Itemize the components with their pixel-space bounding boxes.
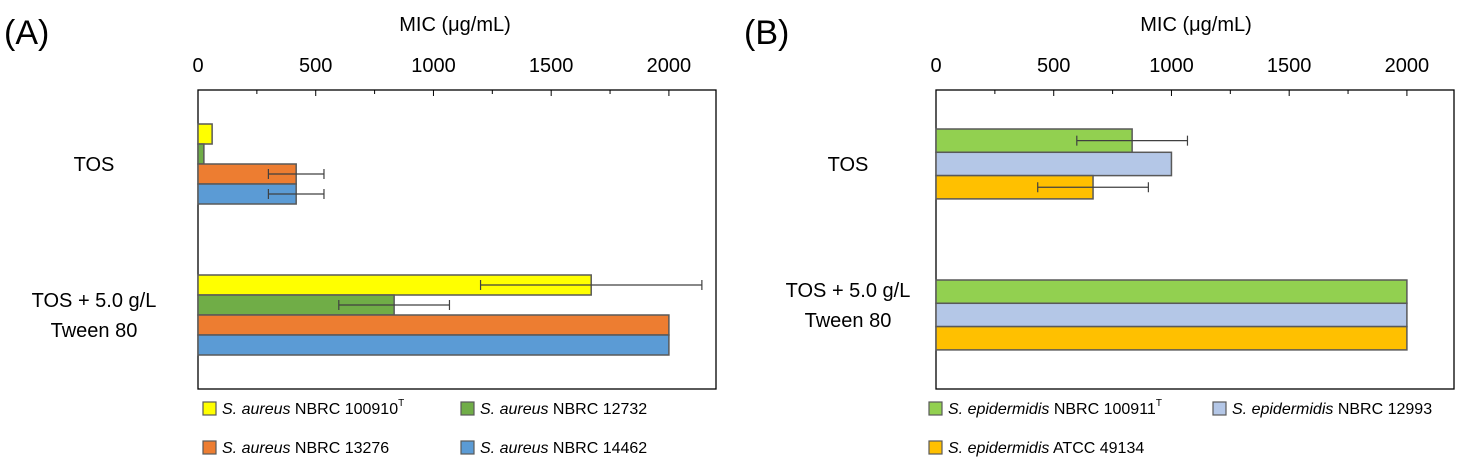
category-label: TOS <box>74 154 115 176</box>
legend-swatch <box>202 401 217 416</box>
legend-strain: NBRC 100911 <box>1049 401 1156 418</box>
x-tick-label: 2000 <box>1385 55 1430 77</box>
legend-strain: ATCC 49134 <box>1049 440 1144 457</box>
legend-superscript: T <box>1156 398 1162 409</box>
bar <box>197 123 213 145</box>
category-label: Tween 80 <box>51 320 138 342</box>
legend-species: S. aureus <box>222 401 290 418</box>
legend-strain: NBRC 13276 <box>290 440 389 457</box>
legend-swatch <box>460 440 475 455</box>
legend-item: S. epidermidis NBRC 12993 <box>1212 401 1432 418</box>
legend-item: S. aureus NBRC 14462 <box>460 440 647 457</box>
x-tick-label: 1500 <box>1267 55 1312 77</box>
legend-label: S. epidermidis NBRC 12993 <box>1232 401 1432 418</box>
legend-strain: NBRC 14462 <box>548 440 647 457</box>
legend-species: S. epidermidis <box>948 401 1049 418</box>
chart-panel-a: (A) MIC (μg/mL) 0 500 1000 1500 2000 TOS TOS + 5… <box>4 14 717 457</box>
legend-item: S. aureus NBRC 100910T <box>202 398 404 418</box>
legend-label: S. aureus NBRC 12732 <box>480 401 647 418</box>
legend-label: S. aureus NBRC 100910T <box>222 398 404 418</box>
legend-swatch <box>460 401 475 416</box>
panel-label: (A) <box>4 14 49 52</box>
x-tick-label: 1000 <box>1149 55 1194 77</box>
legend-label: S. epidermidis ATCC 49134 <box>948 440 1144 457</box>
category-label: TOS <box>828 154 869 176</box>
legend-label: S. epidermidis NBRC 100911T <box>948 398 1162 418</box>
category-label: TOS + 5.0 g/L <box>786 280 911 302</box>
category-label: Tween 80 <box>805 310 892 332</box>
bar <box>197 314 670 336</box>
legend-label: S. aureus NBRC 14462 <box>480 440 647 457</box>
bar <box>935 325 1408 351</box>
legend-swatch <box>928 401 943 416</box>
bar <box>935 151 1173 177</box>
legend-label: S. aureus NBRC 13276 <box>222 440 389 457</box>
bar <box>935 302 1408 328</box>
legend-item: S. epidermidis NBRC 100911T <box>928 398 1162 418</box>
legend-species: S. aureus <box>222 440 290 457</box>
category-label: TOS + 5.0 g/L <box>32 290 157 312</box>
x-tick-label: 2000 <box>647 55 692 77</box>
legend-species: S. aureus <box>480 440 548 457</box>
chart-panel-b: (B) MIC (μg/mL) 0 500 1000 1500 2000 TOS TOS + 5… <box>744 14 1455 457</box>
x-axis-title: MIC (μg/mL) <box>1140 14 1252 36</box>
bar <box>197 143 205 165</box>
x-tick-label: 0 <box>930 55 941 77</box>
legend-species: S. epidermidis <box>948 440 1049 457</box>
legend-item: S. aureus NBRC 12732 <box>460 401 647 418</box>
x-tick-label: 0 <box>192 55 203 77</box>
legend-superscript: T <box>398 398 404 409</box>
legend-swatch <box>202 440 217 455</box>
legend-swatch <box>928 440 943 455</box>
x-tick-label: 1500 <box>529 55 574 77</box>
x-tick-label: 1000 <box>411 55 456 77</box>
bar <box>197 334 670 356</box>
x-axis-title: MIC (μg/mL) <box>399 14 511 36</box>
legend-strain: NBRC 100910 <box>290 401 398 418</box>
legend-strain: NBRC 12993 <box>1333 401 1432 418</box>
legend-species: S. epidermidis <box>1232 401 1333 418</box>
legend-item: S. epidermidis ATCC 49134 <box>928 440 1144 457</box>
bar <box>935 279 1408 305</box>
legend-strain: NBRC 12732 <box>548 401 647 418</box>
x-tick-label: 500 <box>1037 55 1070 77</box>
legend-swatch <box>1212 401 1227 416</box>
x-tick-label: 500 <box>299 55 332 77</box>
legend-item: S. aureus NBRC 13276 <box>202 440 389 457</box>
panel-label: (B) <box>744 14 789 52</box>
legend-species: S. aureus <box>480 401 548 418</box>
